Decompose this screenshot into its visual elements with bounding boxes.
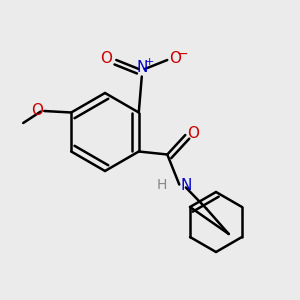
Text: O: O (100, 51, 112, 66)
Text: +: + (145, 57, 154, 67)
Text: N: N (136, 60, 148, 75)
Text: −: − (177, 46, 188, 60)
Text: H: H (156, 178, 167, 192)
Text: O: O (31, 103, 43, 118)
Text: O: O (187, 126, 199, 141)
Text: N: N (181, 178, 192, 193)
Text: O: O (169, 51, 181, 66)
